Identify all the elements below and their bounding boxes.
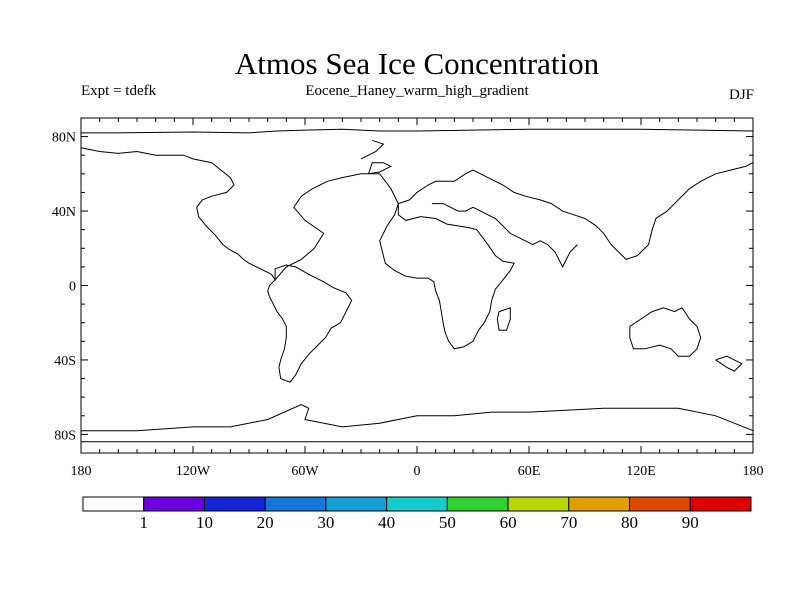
x-tick-label: 60W xyxy=(291,464,319,479)
coastline-segment xyxy=(368,162,393,175)
x-tick-label: 180 xyxy=(743,464,764,479)
colorbar-swatch xyxy=(689,496,752,512)
y-tick-label: 0 xyxy=(69,280,76,295)
coastline-segment xyxy=(629,307,702,357)
y-tick-label: 80S xyxy=(54,428,76,443)
y-tick-label: 40N xyxy=(52,205,76,220)
colorbar-swatch xyxy=(325,496,388,512)
experiment-label: Expt = tdefk xyxy=(81,83,157,99)
coastline-segment xyxy=(80,147,276,281)
coastline-segment xyxy=(360,139,385,160)
colorbar-swatch xyxy=(629,496,691,512)
coastline-segment xyxy=(274,173,380,281)
x-tick-label: 120W xyxy=(176,464,211,479)
colorbar-label: 80 xyxy=(621,513,638,532)
x-tick-label: 120E xyxy=(626,464,656,479)
colorbar-swatch xyxy=(507,496,570,512)
colorbar-swatch xyxy=(264,496,327,512)
colorbar-label: 40 xyxy=(378,513,395,532)
colorbar-label: 20 xyxy=(257,513,274,532)
coastline-segment xyxy=(81,128,754,134)
map-title: Atmos Sea Ice Concentration xyxy=(234,46,600,81)
colorbar-swatch xyxy=(568,496,631,512)
map-frame xyxy=(80,117,754,454)
coastlines xyxy=(80,128,754,443)
colorbar-label: 70 xyxy=(560,513,577,532)
colorbar-label: 10 xyxy=(196,513,213,532)
colorbar-swatch xyxy=(446,496,509,512)
coastline-segment xyxy=(398,162,754,260)
colorbar-swatch xyxy=(82,496,145,512)
colorbar-label: 90 xyxy=(682,513,699,532)
case-name-label: Eocene_Haney_warm_high_gradient xyxy=(305,83,529,99)
coastline-segment xyxy=(431,203,578,269)
colorbar-swatch xyxy=(203,496,266,512)
coastline-segment xyxy=(267,264,353,383)
x-tick-label: 180 xyxy=(71,464,92,479)
axis-ticks: 180 120W 60W 0 60E 120E 180 80N 40N 0 40S 80S xyxy=(52,117,764,479)
y-tick-label: 80N xyxy=(52,131,76,146)
colorbar-label: 60 xyxy=(500,513,517,532)
coastline-segment xyxy=(715,355,743,372)
colorbar-swatch xyxy=(143,496,205,512)
colorbar-swatch xyxy=(386,496,448,512)
y-tick-label: 40S xyxy=(54,354,76,369)
coastline-segment xyxy=(379,173,515,350)
x-tick-label: 0 xyxy=(414,464,421,479)
colorbar: 1 10 20 30 40 50 60 70 80 90 xyxy=(82,496,752,532)
x-tick-label: 60E xyxy=(518,464,541,479)
coastline-segment xyxy=(496,307,511,331)
colorbar-label: 50 xyxy=(439,513,456,532)
coastline-segment xyxy=(81,404,754,432)
season-label: DJF xyxy=(728,87,754,103)
colorbar-label: 30 xyxy=(317,513,334,532)
colorbar-label: 1 xyxy=(139,513,148,532)
